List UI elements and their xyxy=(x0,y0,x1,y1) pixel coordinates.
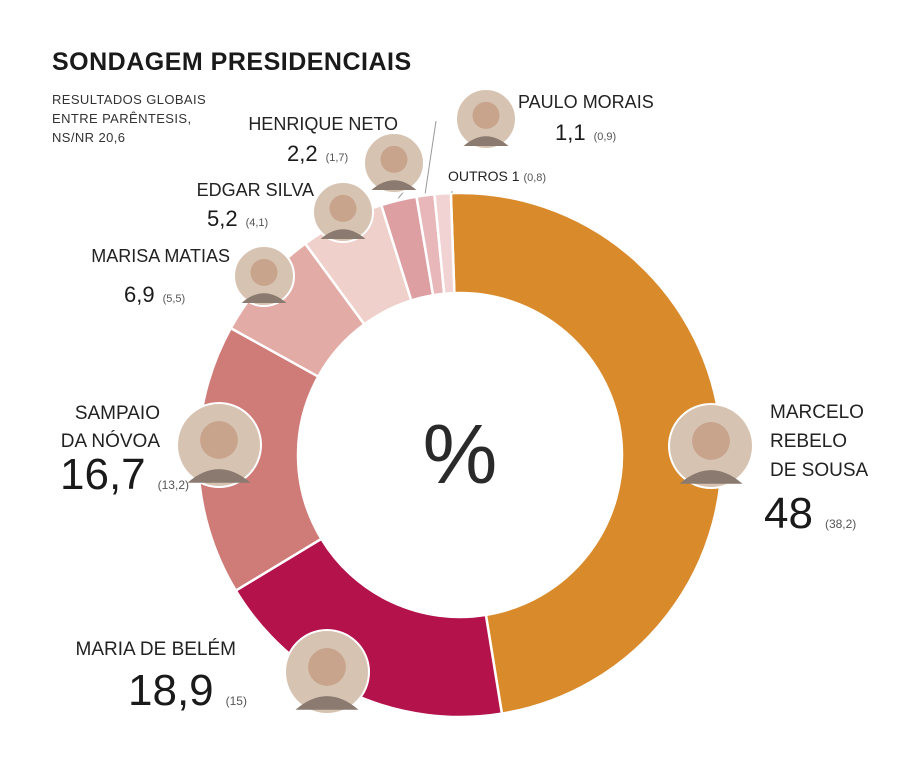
photo-shoulders-paulo-morais xyxy=(463,136,509,146)
global-value-paulo-morais: (0,9) xyxy=(594,131,617,143)
slice-maria-de-belem xyxy=(234,537,504,719)
candidate-name: DE SOUSA xyxy=(770,460,869,481)
global-value-marcelo-rebelo-de-sousa: (38,2) xyxy=(825,517,856,531)
photo-shoulders-sampaio-da-novoa xyxy=(187,469,251,483)
global-value: (0,8) xyxy=(523,172,546,184)
candidate-name: SAMPAIO xyxy=(75,403,160,424)
value-label-henrique-neto: 2,2 xyxy=(287,141,318,166)
slice-marcelo-rebelo-de-sousa xyxy=(449,191,724,716)
photo-face-paulo-morais xyxy=(472,101,500,129)
global-value-edgar-silva: (4,1) xyxy=(246,217,269,229)
candidate-name: MARIA DE BELÉM xyxy=(76,639,237,660)
photo-shoulders-maria-de-belem xyxy=(295,696,359,710)
global-value-henrique-neto: (1,7) xyxy=(326,152,349,164)
subtitle-line: NS/NR 20,6 xyxy=(52,130,126,145)
value-label-marcelo-rebelo-de-sousa: 48 xyxy=(764,489,813,538)
center-label: % xyxy=(423,407,498,501)
chart-title: SONDAGEM PRESIDENCIAIS xyxy=(52,48,412,76)
chart-subtitle: RESULTADOS GLOBAIS ENTRE PARÊNTESIS, NS/… xyxy=(52,90,252,147)
global-value-marisa-matias: (5,5) xyxy=(163,293,186,305)
candidate-name: MARISA MATIAS xyxy=(91,246,230,266)
value-label-marisa-matias: 6,9 xyxy=(124,282,155,307)
candidate-name: EDGAR SILVA xyxy=(197,180,314,200)
global-value-sampaio-da-novoa: (13,2) xyxy=(158,478,189,492)
slice-outros xyxy=(433,191,456,296)
value-label-edgar-silva: 5,2 xyxy=(207,206,238,231)
photo-face-henrique-neto xyxy=(380,145,408,173)
value-label-maria-de-belem: 18,9 xyxy=(128,666,214,715)
photo-shoulders-marcelo-rebelo-de-sousa xyxy=(679,470,743,484)
photo-face-maria-de-belem xyxy=(308,648,346,686)
photo-face-edgar-silva xyxy=(329,194,357,222)
candidate-name: DA NÓVOA xyxy=(61,430,161,452)
candidate-name: PAULO MORAIS xyxy=(518,92,654,112)
value-label-paulo-morais: 1,1 xyxy=(555,120,586,145)
candidate-name: MARCELO xyxy=(770,402,864,423)
candidate-name: REBELO xyxy=(770,431,847,452)
subtitle-line: RESULTADOS GLOBAIS xyxy=(52,92,207,107)
value-label-sampaio-da-novoa: 16,7 xyxy=(60,450,146,499)
photo-shoulders-marisa-matias xyxy=(241,293,287,303)
subtitle-line: ENTRE PARÊNTESIS, xyxy=(52,111,192,126)
photo-face-marisa-matias xyxy=(250,258,278,286)
photo-shoulders-henrique-neto xyxy=(371,180,417,190)
leader-line xyxy=(424,120,437,194)
slice-label-outros: OUTROS 1 (0,8) xyxy=(448,168,546,184)
candidate-name: HENRIQUE NETO xyxy=(248,114,398,134)
global-value-maria-de-belem: (15) xyxy=(226,694,247,708)
photo-face-sampaio-da-novoa xyxy=(200,421,238,459)
photo-face-marcelo-rebelo-de-sousa xyxy=(692,422,730,460)
photo-shoulders-edgar-silva xyxy=(320,229,366,239)
